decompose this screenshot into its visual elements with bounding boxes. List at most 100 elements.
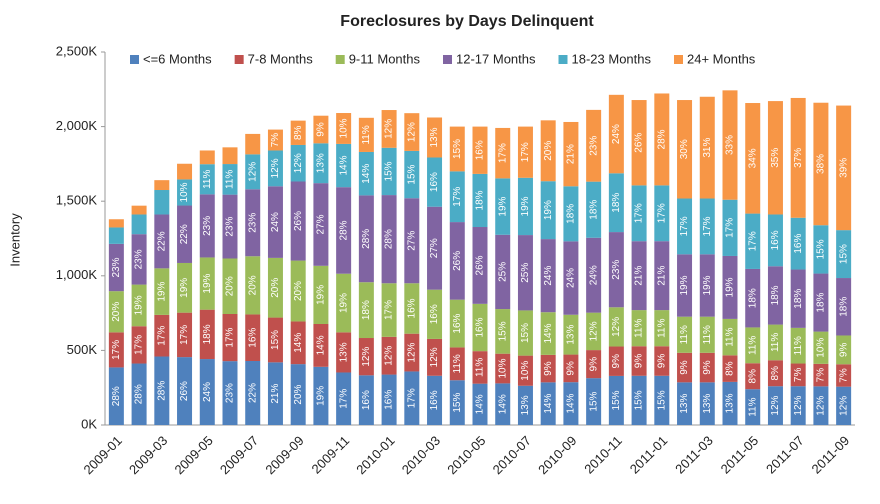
bar-segment xyxy=(449,299,465,348)
bar-segment xyxy=(586,181,602,238)
bar-segment xyxy=(427,375,443,425)
bar-segment xyxy=(177,205,193,263)
bar-segment xyxy=(222,194,238,259)
data-label: 15% xyxy=(816,239,827,259)
bar-segment xyxy=(108,243,124,292)
bar-segment xyxy=(745,213,761,269)
bar-segment xyxy=(745,389,761,425)
bar-segment xyxy=(677,254,693,317)
data-label: 18% xyxy=(202,324,213,344)
bar-segment xyxy=(108,227,124,244)
bar-segment xyxy=(540,239,556,313)
y-tick-label: 500K xyxy=(67,342,98,357)
data-label: 19% xyxy=(497,196,508,216)
data-label: 8% xyxy=(725,361,736,376)
bar-segment xyxy=(267,362,283,425)
bar-segment xyxy=(745,327,761,364)
data-label: 19% xyxy=(316,285,327,305)
bar-segment xyxy=(836,364,852,387)
chart-title: Foreclosures by Days Delinquent xyxy=(340,13,594,30)
data-label: 15% xyxy=(452,139,463,159)
bar-segment xyxy=(517,177,533,236)
bar-segment xyxy=(563,241,579,315)
bar-segment xyxy=(813,225,829,274)
bar-segment xyxy=(131,284,147,327)
bar-segment xyxy=(722,90,738,200)
legend-swatch xyxy=(335,55,345,64)
x-tick-label: 2010-11 xyxy=(581,433,625,477)
y-axis-label: Inventory xyxy=(7,213,22,267)
data-label: 17% xyxy=(656,203,667,223)
bar-segment xyxy=(722,199,738,256)
bar-segment xyxy=(449,126,465,172)
bar-segment xyxy=(358,151,374,196)
bar-segment xyxy=(267,129,283,151)
data-label: 25% xyxy=(520,263,531,283)
bar-segment xyxy=(358,282,374,339)
data-label: 19% xyxy=(702,275,713,295)
bar-segment xyxy=(222,147,238,165)
legend-label: <=6 Months xyxy=(143,51,212,66)
bar-segment xyxy=(517,126,533,178)
bar-segment xyxy=(108,367,124,425)
bar-segment xyxy=(790,97,806,218)
data-label: 17% xyxy=(156,326,167,346)
bar-segment xyxy=(381,283,397,337)
bar-segment xyxy=(381,147,397,196)
data-label: 12% xyxy=(816,396,827,416)
data-label: 18% xyxy=(361,300,372,320)
bar-segment xyxy=(199,150,215,165)
bar-segment xyxy=(404,283,420,334)
data-label: 27% xyxy=(406,231,417,251)
data-label: 18% xyxy=(747,288,758,308)
bar-segment xyxy=(722,381,738,425)
bar-segment xyxy=(336,113,352,144)
bar-segment xyxy=(654,346,670,376)
data-label: 33% xyxy=(725,135,736,155)
data-label: 7% xyxy=(838,368,849,383)
data-label: 15% xyxy=(838,244,849,264)
bar-segment xyxy=(358,195,374,283)
data-label: 17% xyxy=(520,142,531,162)
bar-segment xyxy=(267,186,283,258)
data-label: 21% xyxy=(566,144,577,164)
bar-segment xyxy=(563,354,579,383)
bar-segment xyxy=(154,180,170,191)
data-label: 20% xyxy=(293,384,304,404)
bar-segment xyxy=(813,102,829,226)
bar-segment xyxy=(108,291,124,333)
data-label: 17% xyxy=(134,335,145,355)
bar-segment xyxy=(767,266,783,325)
data-label: 12% xyxy=(293,153,304,173)
data-label: 14% xyxy=(497,394,508,414)
bar-segment xyxy=(699,316,715,353)
data-label: 17% xyxy=(338,389,349,409)
bar-segment xyxy=(813,331,829,364)
bar-segment xyxy=(654,241,670,311)
bar-segment xyxy=(404,333,420,372)
bar-segment xyxy=(290,181,306,261)
data-label: 19% xyxy=(134,295,145,315)
data-label: 11% xyxy=(747,336,758,355)
bar-segment xyxy=(517,385,533,425)
x-tick-label: 2009-09 xyxy=(262,433,306,477)
data-label: 17% xyxy=(702,216,713,236)
y-tick-label: 2,000K xyxy=(56,118,98,133)
data-label: 39% xyxy=(838,158,849,178)
data-label: 14% xyxy=(316,335,327,355)
data-label: 17% xyxy=(679,216,690,236)
data-label: 16% xyxy=(770,230,781,250)
data-label: 14% xyxy=(543,394,554,414)
bar-segment xyxy=(654,185,670,242)
bar-segment xyxy=(472,351,488,384)
data-label: 16% xyxy=(361,390,372,410)
data-label: 26% xyxy=(452,251,463,271)
bar-segment xyxy=(449,380,465,425)
bar-segment xyxy=(336,187,352,274)
x-tick-label: 2011-03 xyxy=(672,433,716,477)
legend-swatch xyxy=(130,55,139,64)
data-label: 17% xyxy=(497,143,508,163)
bar-segment xyxy=(131,234,147,285)
bar-segment xyxy=(631,310,647,347)
data-label: 9% xyxy=(634,354,645,369)
